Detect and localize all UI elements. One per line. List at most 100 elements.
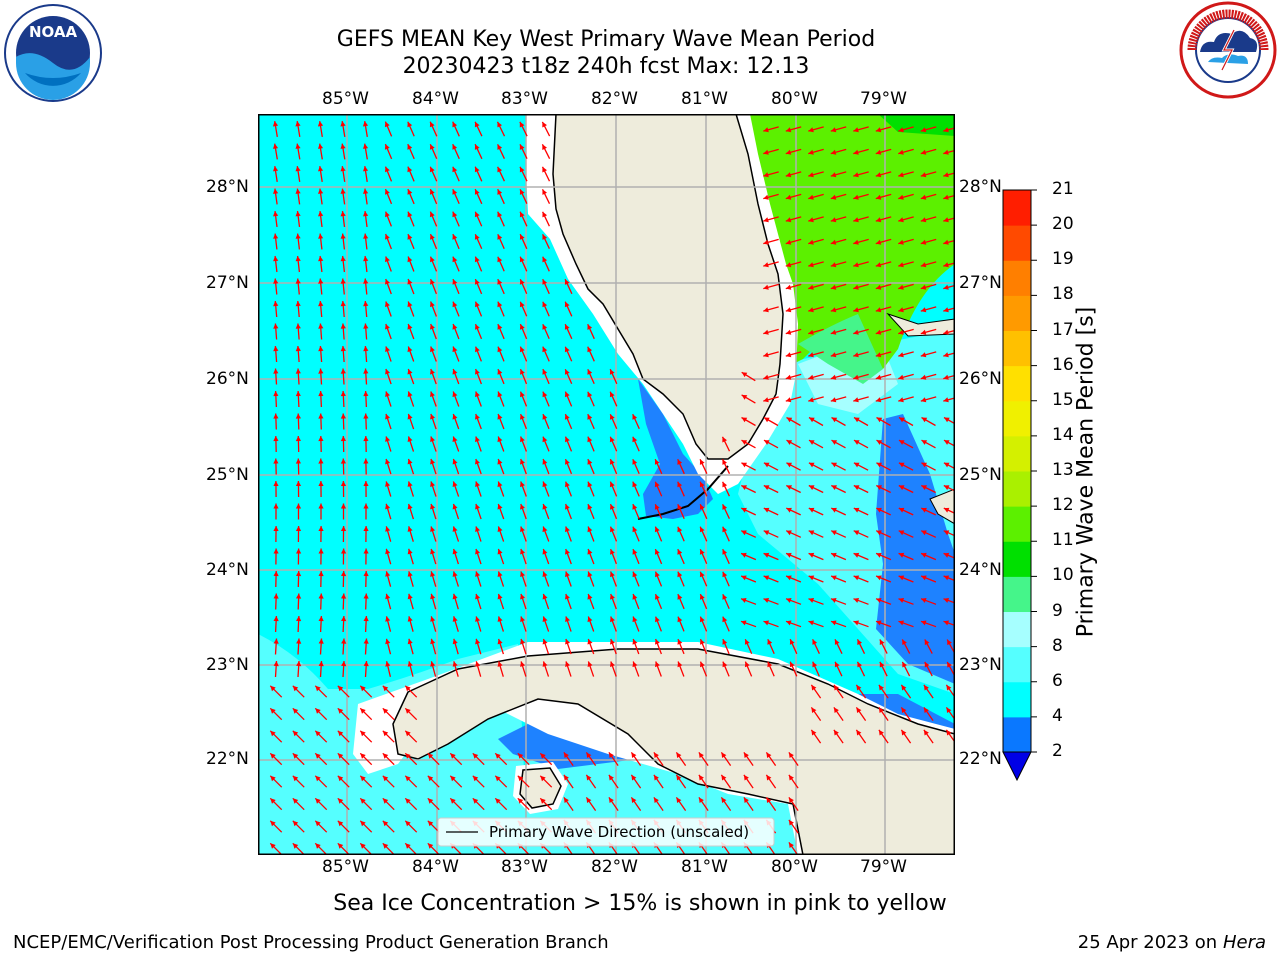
wave-arrow — [295, 323, 301, 340]
wave-arrow — [318, 368, 324, 385]
wave-arrow — [404, 842, 418, 855]
wave-arrow — [898, 575, 914, 583]
wave-arrow — [542, 548, 550, 565]
wave-arrow — [542, 458, 550, 475]
period-zone-2-4-bahamas — [876, 414, 955, 684]
wave-arrow — [699, 593, 708, 610]
wave-arrow — [901, 661, 911, 677]
wave-arrow — [497, 278, 505, 295]
wave-arrow — [404, 685, 418, 698]
wave-arrow — [497, 638, 505, 655]
wave-arrow — [808, 238, 824, 245]
wave-arrow — [898, 439, 914, 449]
wave-arrow — [407, 143, 415, 160]
wave-arrow — [943, 352, 955, 358]
wave-arrow — [317, 120, 324, 138]
wave-arrow — [920, 396, 937, 403]
wave-arrow — [449, 752, 463, 766]
wave-arrow — [808, 439, 824, 449]
wave-arrow — [853, 306, 869, 313]
wave-arrow — [430, 661, 437, 677]
legend-label: Primary Wave Direction (unscaled) — [489, 823, 749, 841]
wave-arrow — [564, 413, 573, 430]
wave-arrow — [363, 548, 369, 565]
wave-arrow — [833, 684, 844, 699]
florida-keys — [637, 465, 729, 520]
wave-arrow — [430, 458, 437, 475]
wave-arrow — [785, 575, 802, 583]
wave-arrow — [610, 616, 617, 632]
lat-right-22: 22°N — [959, 749, 1002, 769]
wave-arrow — [497, 301, 505, 317]
wave-arrow — [337, 820, 350, 833]
wave-arrow — [541, 166, 551, 182]
wave-arrow — [474, 323, 483, 340]
wave-arrow — [785, 283, 802, 290]
wave-arrow — [407, 188, 415, 205]
wave-arrow — [542, 391, 550, 407]
wave-arrow — [853, 552, 869, 561]
wave-arrow — [475, 458, 482, 475]
wave-arrow — [452, 503, 460, 520]
wave-arrow — [474, 166, 483, 182]
wave-arrow — [314, 730, 328, 743]
wave-arrow — [898, 530, 914, 538]
wave-arrow — [920, 193, 937, 200]
wave-arrow — [497, 188, 505, 205]
wave-arrow — [833, 729, 844, 744]
colorbar-tick-label: 17 — [1052, 319, 1074, 340]
wave-arrow — [475, 548, 482, 565]
wave-arrow — [920, 283, 937, 290]
wave-arrow — [898, 148, 914, 155]
wave-arrow — [610, 638, 617, 655]
wave-arrow — [655, 661, 662, 677]
colorbar-swatch — [1003, 646, 1031, 683]
wave-arrow — [898, 126, 914, 133]
wave-arrow — [943, 552, 955, 559]
wave-arrow — [429, 278, 438, 295]
colorbar-tick-label: 10 — [1052, 565, 1074, 586]
wave-arrow — [363, 255, 369, 273]
wave-arrow — [722, 504, 730, 519]
wave-arrow — [539, 775, 553, 788]
wave-arrow — [921, 484, 936, 494]
wave-arrow — [296, 638, 302, 655]
wave-arrow — [901, 639, 911, 654]
wave-arrow — [385, 256, 392, 272]
wave-arrow — [677, 548, 685, 565]
wave-arrow — [340, 300, 346, 318]
wave-arrow — [452, 323, 460, 340]
wave-arrow — [269, 820, 283, 833]
wave-arrow — [853, 598, 869, 605]
wave-arrow — [474, 211, 483, 227]
wave-arrow — [943, 507, 955, 515]
land-florida — [552, 114, 784, 460]
colorbar-swatch — [1003, 225, 1031, 261]
wave-arrow — [565, 616, 572, 632]
wave-arrow — [855, 707, 867, 721]
wave-arrow — [519, 391, 528, 407]
wave-arrow — [920, 351, 937, 358]
wave-arrow — [430, 593, 437, 610]
wave-arrow — [385, 548, 392, 565]
colorbar-ticks — [1031, 189, 1037, 753]
wave-arrow — [609, 391, 618, 407]
wave-arrow — [808, 620, 824, 628]
wave-arrow — [587, 661, 595, 677]
wave-arrow — [763, 620, 779, 628]
wave-arrow — [564, 458, 573, 475]
wave-arrow — [314, 685, 328, 698]
wave-arrow — [876, 416, 891, 427]
wave-arrow — [721, 436, 731, 452]
wave-arrow — [875, 216, 892, 223]
wave-arrow — [273, 660, 279, 678]
wave-arrow — [269, 730, 283, 743]
wave-arrow — [292, 685, 305, 698]
wave-arrow — [630, 752, 642, 766]
wave-arrow — [363, 480, 369, 498]
wave-arrow — [675, 797, 687, 811]
wave-arrow — [475, 503, 482, 520]
wave-arrow — [542, 481, 550, 497]
wave-arrow — [341, 570, 347, 588]
wave-arrow — [519, 323, 528, 340]
